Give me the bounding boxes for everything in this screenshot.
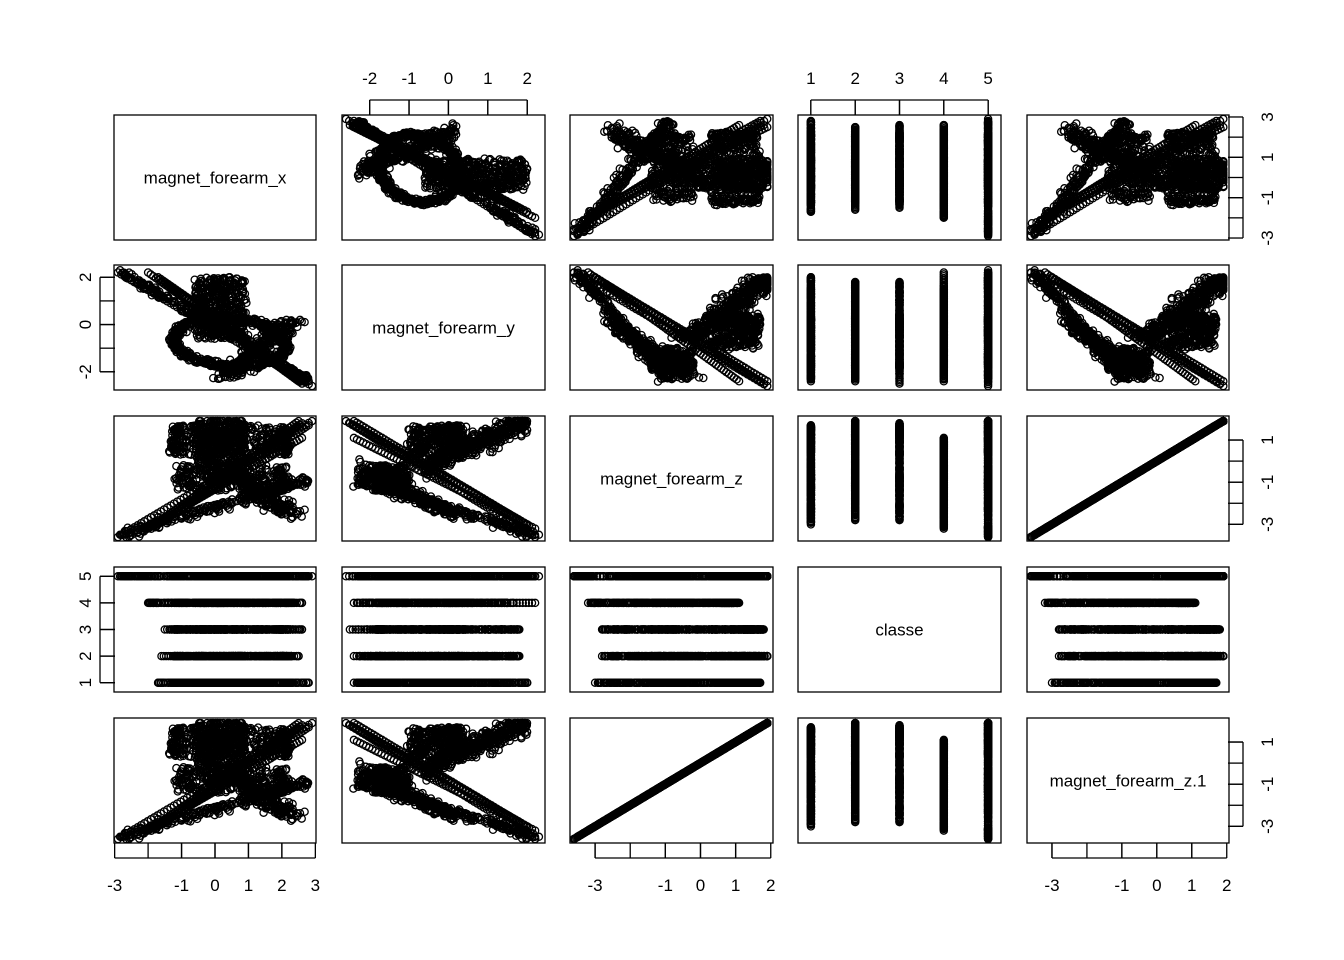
panels-layer: magnet_forearm_xmagnet_forearm_ymagnet_f… <box>114 115 1229 843</box>
panel-magnet_forearm_x-vs-magnet_forearm_z <box>570 115 773 240</box>
variable-label: magnet_forearm_x <box>144 169 287 188</box>
panel-magnet_forearm_x-vs-magnet_forearm_x: magnet_forearm_x <box>114 115 316 240</box>
panel-magnet_forearm_x-vs-magnet_forearm_y <box>342 115 545 240</box>
